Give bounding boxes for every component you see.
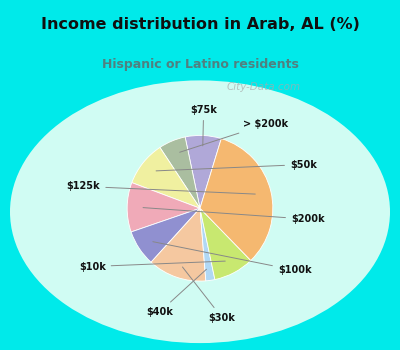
Wedge shape — [132, 147, 200, 208]
Wedge shape — [200, 139, 273, 260]
Wedge shape — [131, 208, 200, 262]
Wedge shape — [185, 135, 221, 208]
Text: $30k: $30k — [182, 267, 235, 322]
Wedge shape — [200, 208, 251, 280]
Text: > $200k: > $200k — [180, 119, 288, 152]
Text: $10k: $10k — [79, 261, 225, 272]
Text: $100k: $100k — [153, 242, 312, 275]
Wedge shape — [151, 208, 206, 281]
Text: $50k: $50k — [156, 160, 317, 171]
Text: $40k: $40k — [146, 269, 206, 317]
Text: Hispanic or Latino residents: Hispanic or Latino residents — [102, 58, 298, 71]
Wedge shape — [160, 137, 200, 208]
Text: Income distribution in Arab, AL (%): Income distribution in Arab, AL (%) — [40, 17, 360, 32]
Ellipse shape — [10, 80, 390, 343]
Text: City-Data.com: City-Data.com — [227, 82, 301, 92]
Wedge shape — [200, 208, 215, 281]
Wedge shape — [127, 183, 200, 232]
Text: $125k: $125k — [67, 181, 255, 194]
Text: $200k: $200k — [143, 208, 325, 224]
Text: $75k: $75k — [190, 105, 217, 146]
